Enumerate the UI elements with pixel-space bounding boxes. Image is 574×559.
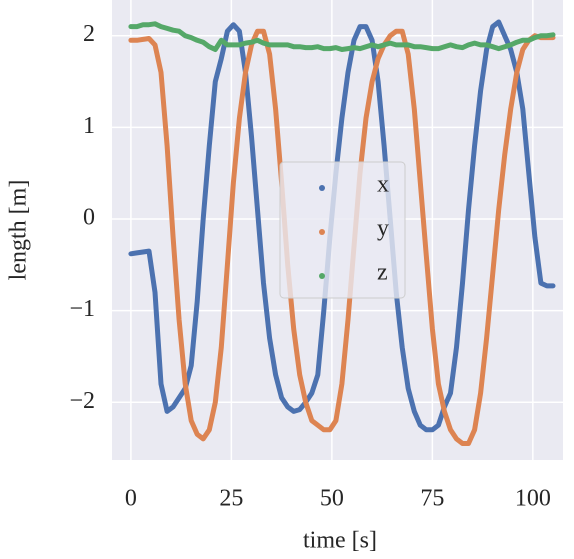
x-axis-label: time [s] (303, 528, 377, 554)
series-points (128, 28, 556, 446)
y-tick-label: 2 (83, 21, 95, 47)
legend-marker (319, 185, 325, 191)
y-axis-label: length [m] (6, 180, 32, 281)
y-tick-label: 1 (83, 113, 95, 139)
y-tick-label: 0 (83, 205, 95, 231)
x-tick-label: 25 (219, 486, 243, 512)
x-tick-label: 50 (320, 486, 344, 512)
legend-label: z (377, 260, 388, 286)
series-points (128, 21, 556, 52)
legend-label: y (377, 216, 389, 242)
x-tick-label: 100 (515, 486, 551, 512)
y-tick-label: −2 (69, 388, 95, 414)
series-points (128, 19, 556, 433)
legend-box (279, 161, 406, 299)
x-tick-label: 75 (420, 486, 444, 512)
legend-marker (319, 229, 325, 235)
legend-label: x (377, 172, 389, 198)
legend-marker (319, 273, 325, 279)
x-tick-label: 0 (125, 486, 137, 512)
y-tick-label: −1 (69, 296, 95, 322)
